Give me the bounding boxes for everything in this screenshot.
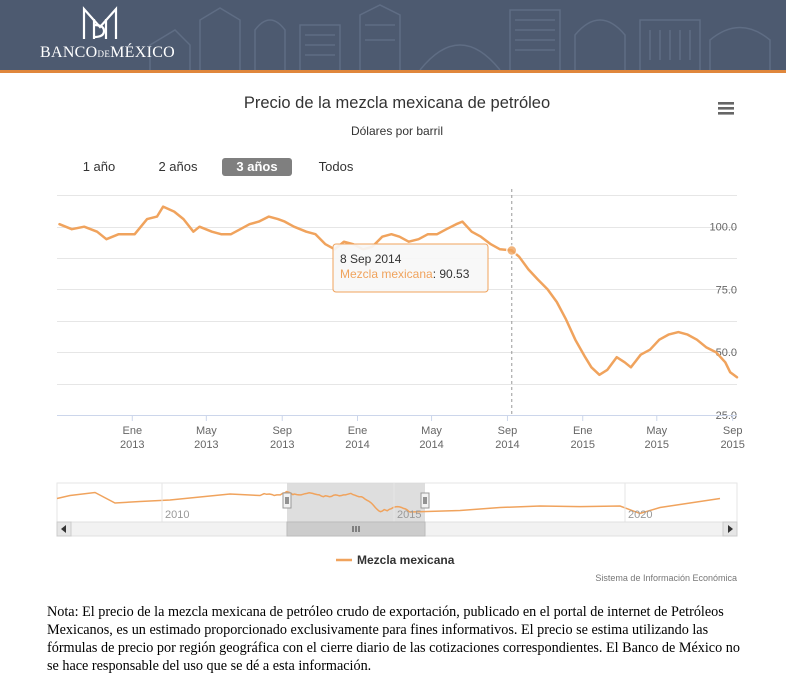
x-tick-label-month: Sep <box>723 425 743 437</box>
x-tick-label-year: 2015 <box>720 439 744 451</box>
tooltip: 8 Sep 2014 Mezcla mexicana: 90.53 <box>332 243 489 293</box>
x-tick-label-month: Sep <box>272 425 292 437</box>
range-button-0[interactable]: 1 año <box>64 158 134 176</box>
x-tick-label-month: Ene <box>573 425 593 437</box>
navigator-label: 2010 <box>165 509 189 521</box>
tooltip-series-label: Mezcla mexicana <box>340 267 433 281</box>
x-tick-label-year: 2013 <box>270 439 294 451</box>
x-tick-label-month: May <box>421 425 442 437</box>
x-tick-label-year: 2015 <box>645 439 669 451</box>
credits[interactable]: Sistema de Información Económica <box>595 573 737 583</box>
hamburger-menu-icon <box>718 102 734 115</box>
range-button-label-2: 3 años <box>236 159 277 174</box>
range-button-label-1: 2 años <box>158 159 198 174</box>
disclaimer-note: Nota: El precio de la mezcla mexicana de… <box>47 604 740 674</box>
navigator-series-line <box>56 490 721 515</box>
x-axis: Ene 2013 May 2013 Sep 2013 Ene 2014 May 2014 Sep 20… <box>120 415 745 451</box>
bank-name-part3: MÉXICO <box>110 44 176 61</box>
x-tick-label-month: Ene <box>122 425 142 437</box>
navigator-label: 2015 <box>397 509 421 521</box>
range-button-1[interactable]: 2 años <box>143 158 213 176</box>
arrow-left-icon <box>61 525 66 533</box>
context-menu-button[interactable] <box>712 97 740 119</box>
navigator-left-handle[interactable] <box>282 492 292 509</box>
x-tick-label-month: Sep <box>498 425 518 437</box>
range-button-3[interactable]: Todos <box>301 158 371 176</box>
banxico-logo-icon <box>82 6 118 39</box>
x-tick-label-year: 2014 <box>345 439 369 451</box>
tooltip-date: 8 Sep 2014 <box>340 252 402 266</box>
x-tick-label-month: Ene <box>348 425 368 437</box>
range-button-2[interactable]: 3 años <box>222 158 292 176</box>
tooltip-series-value: Mezcla mexicana: 90.53 <box>340 267 470 281</box>
scroll-right-button[interactable] <box>722 521 738 537</box>
x-tick-label-year: 2013 <box>120 439 144 451</box>
navigator-selected-range[interactable] <box>287 483 425 523</box>
range-button-label-0: 1 año <box>83 159 116 174</box>
navigator-right-handle[interactable] <box>420 492 430 509</box>
navigator[interactable]: 2010 2015 2020 <box>56 482 738 524</box>
navigator-axis-labels: 2010 2015 2020 <box>161 483 652 522</box>
y-tick-label: 75.0 <box>716 284 737 296</box>
x-tick-label-year: 2015 <box>570 439 594 451</box>
scrollbar-grip-icon <box>352 526 360 532</box>
y-tick-label: 50.0 <box>716 347 737 359</box>
header-skyline-decoration <box>149 4 771 70</box>
range-selector: 1 año 2 años 3 años Todos <box>64 158 371 176</box>
x-tick-label-year: 2014 <box>419 439 443 451</box>
legend-label-mezcla-mexicana: Mezcla mexicana <box>357 553 455 567</box>
scroll-left-button[interactable] <box>56 521 72 537</box>
x-tick-label-month: May <box>196 425 217 437</box>
legend[interactable]: Mezcla mexicana <box>336 553 455 567</box>
tooltip-value: 90.53 <box>439 267 469 281</box>
series-line-mezcla-mexicana[interactable] <box>58 205 739 379</box>
oil-price-chart: Precio de la mezcla mexicana de petróleo… <box>56 94 745 583</box>
hover-point <box>506 244 518 257</box>
bank-name-part1: BANCO <box>40 44 98 61</box>
navigator-label: 2020 <box>628 509 652 521</box>
x-tick-label-month: May <box>646 425 667 437</box>
tooltip-box <box>332 243 489 293</box>
scrollbar[interactable] <box>56 521 738 537</box>
x-tick-label-year: 2013 <box>194 439 218 451</box>
y-tick-label: 100.0 <box>709 222 737 234</box>
x-tick-label-year: 2014 <box>495 439 519 451</box>
arrow-right-icon <box>728 525 733 533</box>
range-button-label-3: Todos <box>319 159 354 174</box>
chart-subtitle: Dólares por barril <box>351 124 443 138</box>
bank-name-part2: DE <box>97 49 111 59</box>
site-header: BANCODEMÉXICO <box>0 0 786 73</box>
chart-title: Precio de la mezcla mexicana de petróleo <box>244 94 550 112</box>
bank-name: BANCODEMÉXICO <box>40 44 175 62</box>
